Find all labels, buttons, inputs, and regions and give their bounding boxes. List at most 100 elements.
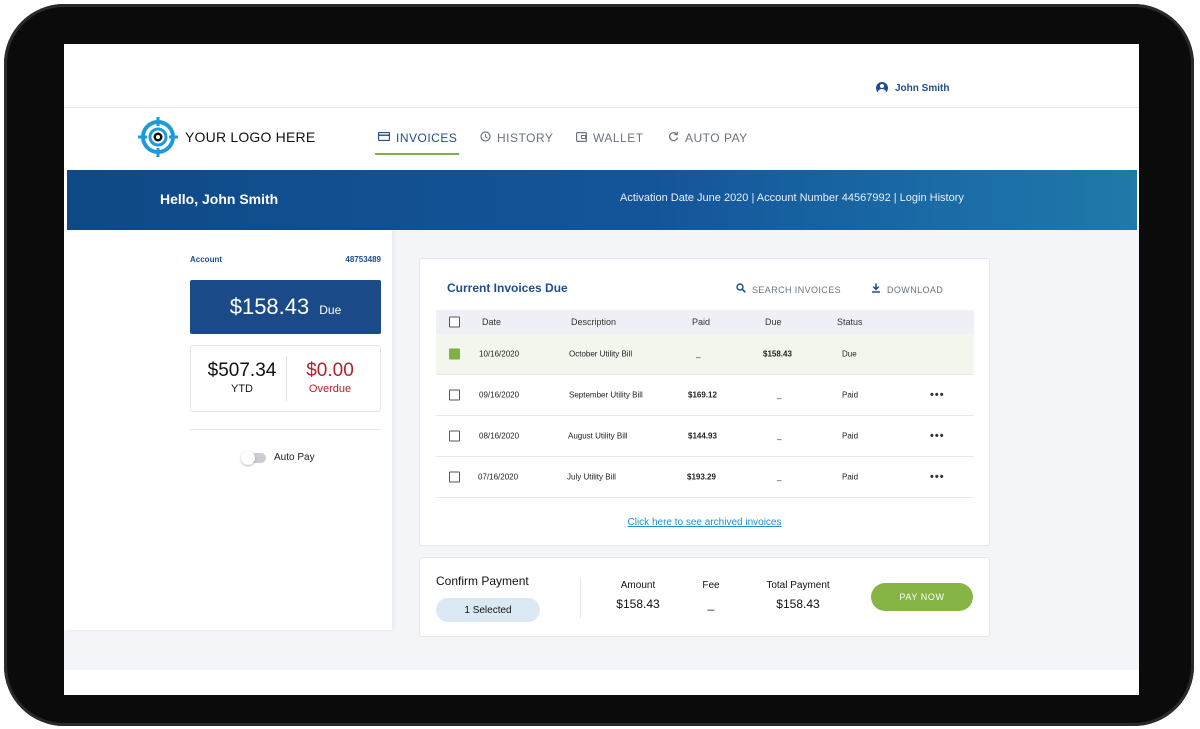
account-label: Account (190, 255, 222, 264)
tab-invoices[interactable]: INVOICES (377, 131, 458, 145)
main-content: Account 48753489 $158.43 Due $507.34 YTD… (64, 230, 1139, 670)
account-info: Activation Date June 2020 | Account Numb… (620, 192, 964, 204)
row-description: September Utility Bill (569, 390, 643, 400)
amount-due-card: $158.43 Due (190, 280, 381, 334)
due-label: Due (319, 303, 342, 317)
fee-label: Fee (702, 580, 720, 591)
row-paid: $144.93 (688, 431, 717, 441)
archived-invoices-link[interactable]: Click here to see archived invoices (627, 517, 782, 528)
invoices-table: Date Description Paid Due Status 10/16/2… (436, 310, 974, 498)
pay-now-button[interactable]: PAY NOW (871, 583, 973, 611)
auto-pay-toggle[interactable] (241, 450, 266, 465)
footer (64, 670, 1139, 695)
wallet-icon (576, 131, 588, 145)
col-paid: Paid (692, 317, 711, 327)
select-all-checkbox[interactable] (449, 316, 460, 328)
welcome-banner: Hello, John Smith Activation Date June 2… (67, 170, 1137, 230)
summary-card: $507.34 YTD $0.00 Overdue (190, 345, 381, 412)
table-row[interactable]: 10/16/2020 October Utility Bill _ $158.4… (436, 334, 974, 375)
tab-invoices-label: INVOICES (396, 131, 458, 145)
tab-wallet[interactable]: WALLET (576, 131, 644, 145)
amount-label: Amount (620, 580, 656, 591)
auto-pay-label: Auto Pay (274, 452, 315, 463)
row-checkbox[interactable] (449, 348, 460, 360)
fee-value: _ (707, 597, 715, 611)
user-menu[interactable]: John Smith (876, 82, 949, 94)
table-row[interactable]: 07/16/2020 July Utility Bill $193.29 _ P… (436, 457, 974, 498)
row-due: _ (777, 390, 782, 400)
row-menu-icon[interactable]: ••• (930, 430, 945, 442)
refresh-icon (668, 131, 679, 145)
download-icon (871, 283, 881, 296)
selected-count-badge: 1 Selected (436, 598, 540, 622)
confirm-payment-card: Confirm Payment 1 Selected Amount $158.4… (419, 557, 990, 637)
overdue-amount: $0.00 (306, 360, 354, 381)
card-icon (377, 131, 391, 144)
row-due: $158.43 (763, 349, 792, 359)
row-checkbox[interactable] (449, 389, 460, 401)
user-bar: John Smith (64, 44, 1139, 108)
row-paid: _ (696, 349, 701, 359)
row-paid: $169.12 (688, 390, 717, 400)
col-date: Date (482, 317, 502, 327)
summary-divider (286, 356, 287, 401)
due-amount: $158.43 (229, 294, 310, 319)
row-status: Paid (842, 431, 859, 441)
table-header: Date Description Paid Due Status (436, 310, 974, 334)
total-column: Total Payment $158.43 (758, 580, 838, 611)
row-checkbox[interactable] (449, 471, 460, 483)
row-status: Paid (842, 390, 859, 400)
row-date: 09/16/2020 (479, 390, 520, 400)
search-invoices-label: SEARCH INVOICES (752, 284, 842, 295)
account-number: 48753489 (345, 255, 381, 264)
target-icon (137, 116, 179, 158)
total-label: Total Payment (766, 580, 830, 591)
active-tab-indicator (375, 153, 459, 155)
tab-history[interactable]: HISTORY (480, 131, 553, 145)
row-description: July Utility Bill (567, 472, 616, 482)
tab-wallet-label: WALLET (593, 131, 644, 145)
col-description: Description (571, 317, 617, 327)
row-status: Paid (842, 472, 859, 482)
tab-auto-pay-label: AUTO PAY (685, 131, 748, 145)
download-button[interactable]: DOWNLOAD (871, 283, 943, 296)
row-paid: $193.29 (687, 472, 716, 482)
ytd-label: YTD (231, 383, 253, 395)
row-menu-icon[interactable]: ••• (930, 389, 945, 401)
invoices-title: Current Invoices Due (447, 281, 568, 295)
table-row[interactable]: 08/16/2020 August Utility Bill $144.93 _… (436, 416, 974, 457)
logo-text: YOUR LOGO HERE (185, 129, 316, 145)
table-row[interactable]: 09/16/2020 September Utility Bill $169.1… (436, 375, 974, 416)
row-date: 07/16/2020 (478, 472, 519, 482)
tab-history-label: HISTORY (497, 131, 554, 145)
amount-column: Amount $158.43 (610, 580, 666, 611)
auto-pay-setting: Auto Pay (241, 450, 315, 465)
overdue-stat: $0.00 Overdue (291, 360, 369, 395)
row-checkbox[interactable] (449, 430, 460, 442)
fee-column: Fee _ (696, 580, 726, 611)
row-description: August Utility Bill (568, 431, 628, 441)
account-row: Account 48753489 (190, 255, 381, 264)
account-sidebar: Account 48753489 $158.43 Due $507.34 YTD… (64, 230, 392, 630)
row-description: October Utility Bill (569, 349, 633, 359)
row-due: _ (777, 472, 782, 482)
search-invoices-button[interactable]: SEARCH INVOICES (736, 283, 841, 296)
ytd-amount: $507.34 (207, 360, 277, 381)
row-menu-icon[interactable]: ••• (930, 471, 945, 483)
tablet-frame: John Smith YOUR LOGO HE (4, 4, 1194, 726)
col-due: Due (765, 317, 782, 327)
tab-auto-pay[interactable]: AUTO PAY (668, 131, 748, 145)
ytd-stat: $507.34 YTD (203, 360, 281, 395)
sidebar-divider (190, 429, 381, 430)
greeting: Hello, John Smith (160, 191, 279, 207)
download-label: DOWNLOAD (887, 284, 944, 295)
user-name: John Smith (895, 82, 950, 94)
confirm-payment-title: Confirm Payment (436, 574, 529, 588)
amount-value: $158.43 (616, 597, 660, 611)
row-due: _ (777, 431, 782, 441)
user-circle-icon (876, 82, 888, 94)
invoices-card: Current Invoices Due SEARCH INVOICES DOW… (419, 258, 990, 546)
total-value: $158.43 (776, 597, 820, 611)
clock-history-icon (480, 131, 491, 145)
logo[interactable]: YOUR LOGO HERE (137, 116, 315, 158)
